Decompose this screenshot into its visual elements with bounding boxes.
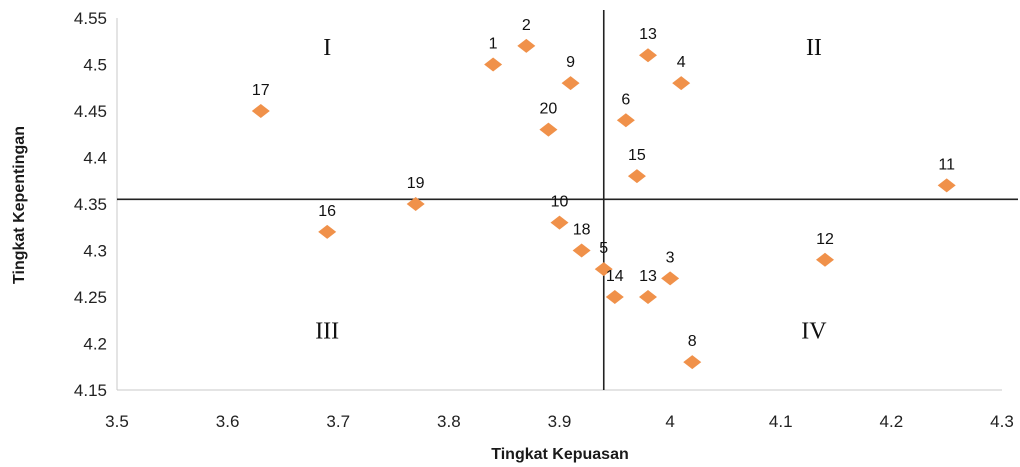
x-tick-label: 3.5 (105, 412, 129, 431)
x-tick-label: 4.2 (880, 412, 904, 431)
point-marker (572, 243, 591, 258)
point-label: 12 (816, 231, 834, 248)
point-label: 5 (599, 240, 608, 257)
x-axis-title: Tingkat Kepuasan (491, 446, 629, 463)
plot-frame (116, 18, 1002, 391)
point-label: 16 (318, 203, 336, 220)
point-marker (251, 104, 270, 118)
x-tick-label: 4 (665, 412, 674, 431)
point-label: 1 (489, 36, 498, 53)
point-label: 4 (677, 54, 686, 71)
point-marker (318, 224, 337, 239)
point-label: 6 (621, 91, 630, 108)
point-label: 14 (606, 268, 624, 285)
point-label: 3 (666, 249, 675, 266)
point-marker (816, 252, 834, 267)
point-label: 15 (628, 147, 646, 164)
point-marker (517, 38, 536, 53)
quadrant-label: II (806, 35, 822, 61)
point-marker (605, 290, 624, 304)
y-axis-title: Tingkat Kepentingan (11, 126, 28, 284)
y-tick-label: 4.35 (74, 195, 107, 214)
tick-labels: 3.5 3.6 3.7 3.8 3.9 4 4.1 4.2 4.3 4.15 4.2 4.25 4.3 4… (74, 9, 1014, 431)
point-marker (661, 271, 680, 286)
point-label: 10 (551, 194, 569, 211)
point-marker (683, 355, 702, 370)
point-label: 19 (407, 175, 425, 192)
point-marker (550, 215, 569, 230)
point-marker (539, 122, 558, 137)
y-tick-label: 4.45 (74, 102, 107, 121)
quadrant-label: I (323, 35, 331, 61)
point-label: 20 (540, 101, 558, 118)
point-label: 8 (688, 333, 697, 350)
y-tick-label: 4.55 (74, 9, 107, 28)
y-tick-label: 4.5 (83, 56, 107, 75)
y-tick-label: 4.3 (83, 242, 107, 261)
point-marker (616, 113, 635, 128)
point-marker (672, 76, 691, 91)
point-label: 2 (522, 17, 531, 34)
x-tick-label: 3.9 (548, 412, 572, 431)
y-tick-label: 4.2 (83, 335, 107, 354)
point-marker (937, 178, 956, 193)
point-marker (639, 290, 657, 304)
x-tick-label: 4.3 (990, 412, 1014, 431)
x-tick-label: 3.7 (326, 412, 350, 431)
point-marker (639, 48, 657, 63)
point-marker (594, 262, 613, 277)
quadrant-dividers (117, 10, 1018, 390)
point-label: 11 (938, 156, 955, 173)
point-marker (484, 57, 503, 72)
point-marker (627, 169, 646, 184)
point-label: 9 (566, 54, 575, 71)
quadrant-label: III (315, 319, 339, 345)
quadrant-label: IV (801, 319, 827, 345)
point-label: 13 (639, 268, 657, 285)
point-label: 18 (573, 222, 591, 239)
point-label: 13 (639, 26, 657, 43)
point-marker (561, 76, 580, 91)
y-tick-label: 4.4 (83, 149, 107, 168)
x-tick-label: 3.8 (437, 412, 461, 431)
y-tick-label: 4.15 (74, 381, 107, 400)
point-label: 17 (252, 82, 270, 99)
point-marker (406, 197, 425, 211)
x-tick-label: 4.1 (769, 412, 793, 431)
y-tick-label: 4.25 (74, 288, 107, 307)
x-tick-label: 3.6 (216, 412, 240, 431)
